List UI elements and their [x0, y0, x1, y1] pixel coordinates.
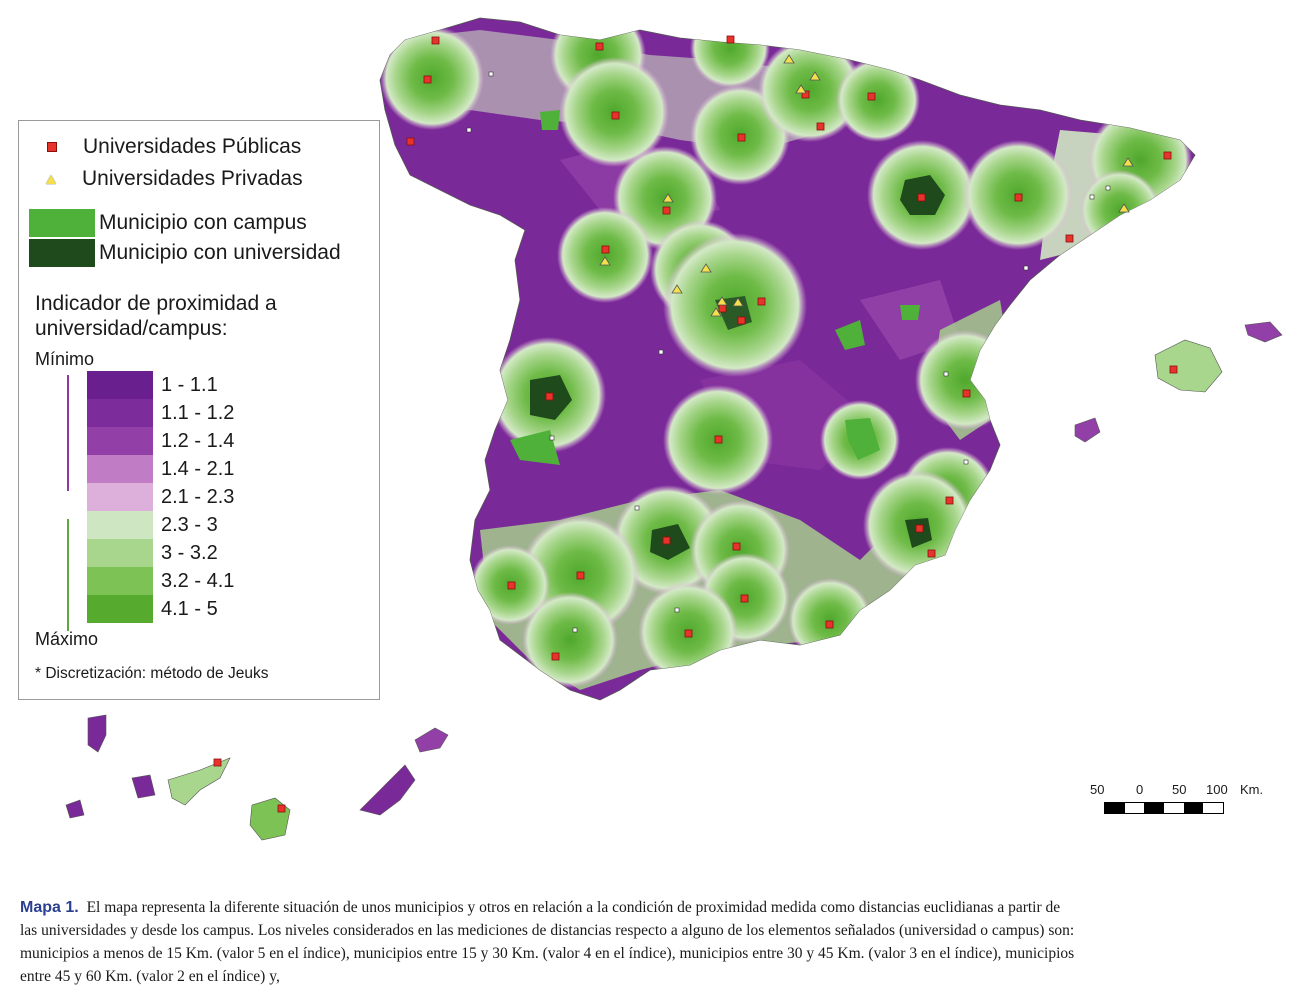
- caption-text: El mapa representa la diferente situació…: [20, 899, 1075, 985]
- canary-islands: [65, 714, 449, 841]
- legend-class-swatch: [87, 371, 153, 399]
- university-swatch: [29, 239, 95, 267]
- private-university-markers: [599, 54, 1134, 317]
- legend-private: Universidades Privadas: [29, 167, 303, 191]
- caption-label: Mapa 1.: [20, 899, 79, 916]
- legend-class-row: 1.2 - 1.4: [87, 427, 234, 455]
- legend-class-swatch: [87, 427, 153, 455]
- legend-class-label: 3.2 - 4.1: [161, 569, 235, 592]
- public-university-markers: [213, 35, 1178, 813]
- legend-campus: Municipio con campus: [29, 209, 307, 237]
- legend-class-label: 3 - 3.2: [161, 541, 218, 564]
- legend-private-label: Universidades Privadas: [82, 167, 303, 190]
- legend-university-label: Municipio con universidad: [99, 241, 341, 264]
- legend-class-swatch: [87, 595, 153, 623]
- scale-label: 0: [1136, 782, 1144, 797]
- legend-class-row: 4.1 - 5: [87, 595, 234, 623]
- legend-class-swatch: [87, 511, 153, 539]
- legend-class-swatch: [87, 399, 153, 427]
- campus-swatch: [29, 209, 95, 237]
- scale-label: 50: [1090, 782, 1105, 797]
- balearic-islands: [1074, 321, 1283, 443]
- legend-class-row: 3 - 3.2: [87, 539, 234, 567]
- scale-unit: Km.: [1240, 782, 1264, 797]
- legend-campus-label: Municipio con campus: [99, 211, 307, 234]
- legend-public-label: Universidades Públicas: [83, 135, 302, 158]
- legend-class-swatch: [87, 455, 153, 483]
- legend-public: Universidades Públicas: [29, 135, 301, 159]
- legend-class-label: 1 - 1.1: [161, 373, 218, 396]
- legend-class-swatch: [87, 539, 153, 567]
- scale-bar: 50 0 50 100 Km.: [1090, 782, 1263, 814]
- private-university-icon: [46, 174, 56, 184]
- legend-class-swatch: [87, 483, 153, 511]
- map-legend: Universidades Públicas Universidades Pri…: [18, 120, 380, 700]
- legend-indicator-title: Indicador de proximidad a universidad/ca…: [35, 292, 277, 340]
- legend-university: Municipio con universidad: [29, 239, 341, 267]
- legend-class-row: 2.1 - 2.3: [87, 483, 234, 511]
- scale-ruler: [1104, 802, 1224, 814]
- legend-class-label: 2.3 - 3: [161, 513, 218, 536]
- spain-proximity-map: [65, 17, 1283, 841]
- legend-class-swatch: [87, 567, 153, 595]
- map-caption: Mapa 1. El mapa representa la diferente …: [20, 896, 1080, 988]
- legend-note: * Discretización: método de Jeuks: [35, 665, 269, 682]
- peninsula: [379, 17, 1196, 701]
- scale-label: 100: [1206, 782, 1228, 797]
- legend-bracket-high: [67, 519, 69, 631]
- legend-class-label: 1.1 - 1.2: [161, 401, 235, 424]
- public-university-icon: [47, 142, 57, 152]
- legend-class-row: 1 - 1.1: [87, 371, 234, 399]
- legend-class-label: 4.1 - 5: [161, 597, 218, 620]
- legend-class-row: 1.1 - 1.2: [87, 399, 234, 427]
- legend-class-label: 1.4 - 2.1: [161, 457, 235, 480]
- campus-markers: [466, 71, 1111, 633]
- legend-class-row: 3.2 - 4.1: [87, 567, 234, 595]
- legend-class-label: 1.2 - 1.4: [161, 429, 235, 452]
- legend-class-label: 2.1 - 2.3: [161, 485, 235, 508]
- legend-color-ramp: 1 - 1.1 1.1 - 1.2 1.2 - 1.4 1.4 - 2.1 2.1 - …: [87, 371, 234, 623]
- scale-labels: 50 0 50 100 Km.: [1090, 782, 1263, 798]
- legend-class-row: 1.4 - 2.1: [87, 455, 234, 483]
- scale-label: 50: [1172, 782, 1187, 797]
- legend-max-label: Máximo: [35, 629, 99, 649]
- legend-min-label: Mínimo: [35, 349, 95, 369]
- legend-bracket-low: [67, 375, 69, 491]
- legend-class-row: 2.3 - 3: [87, 511, 234, 539]
